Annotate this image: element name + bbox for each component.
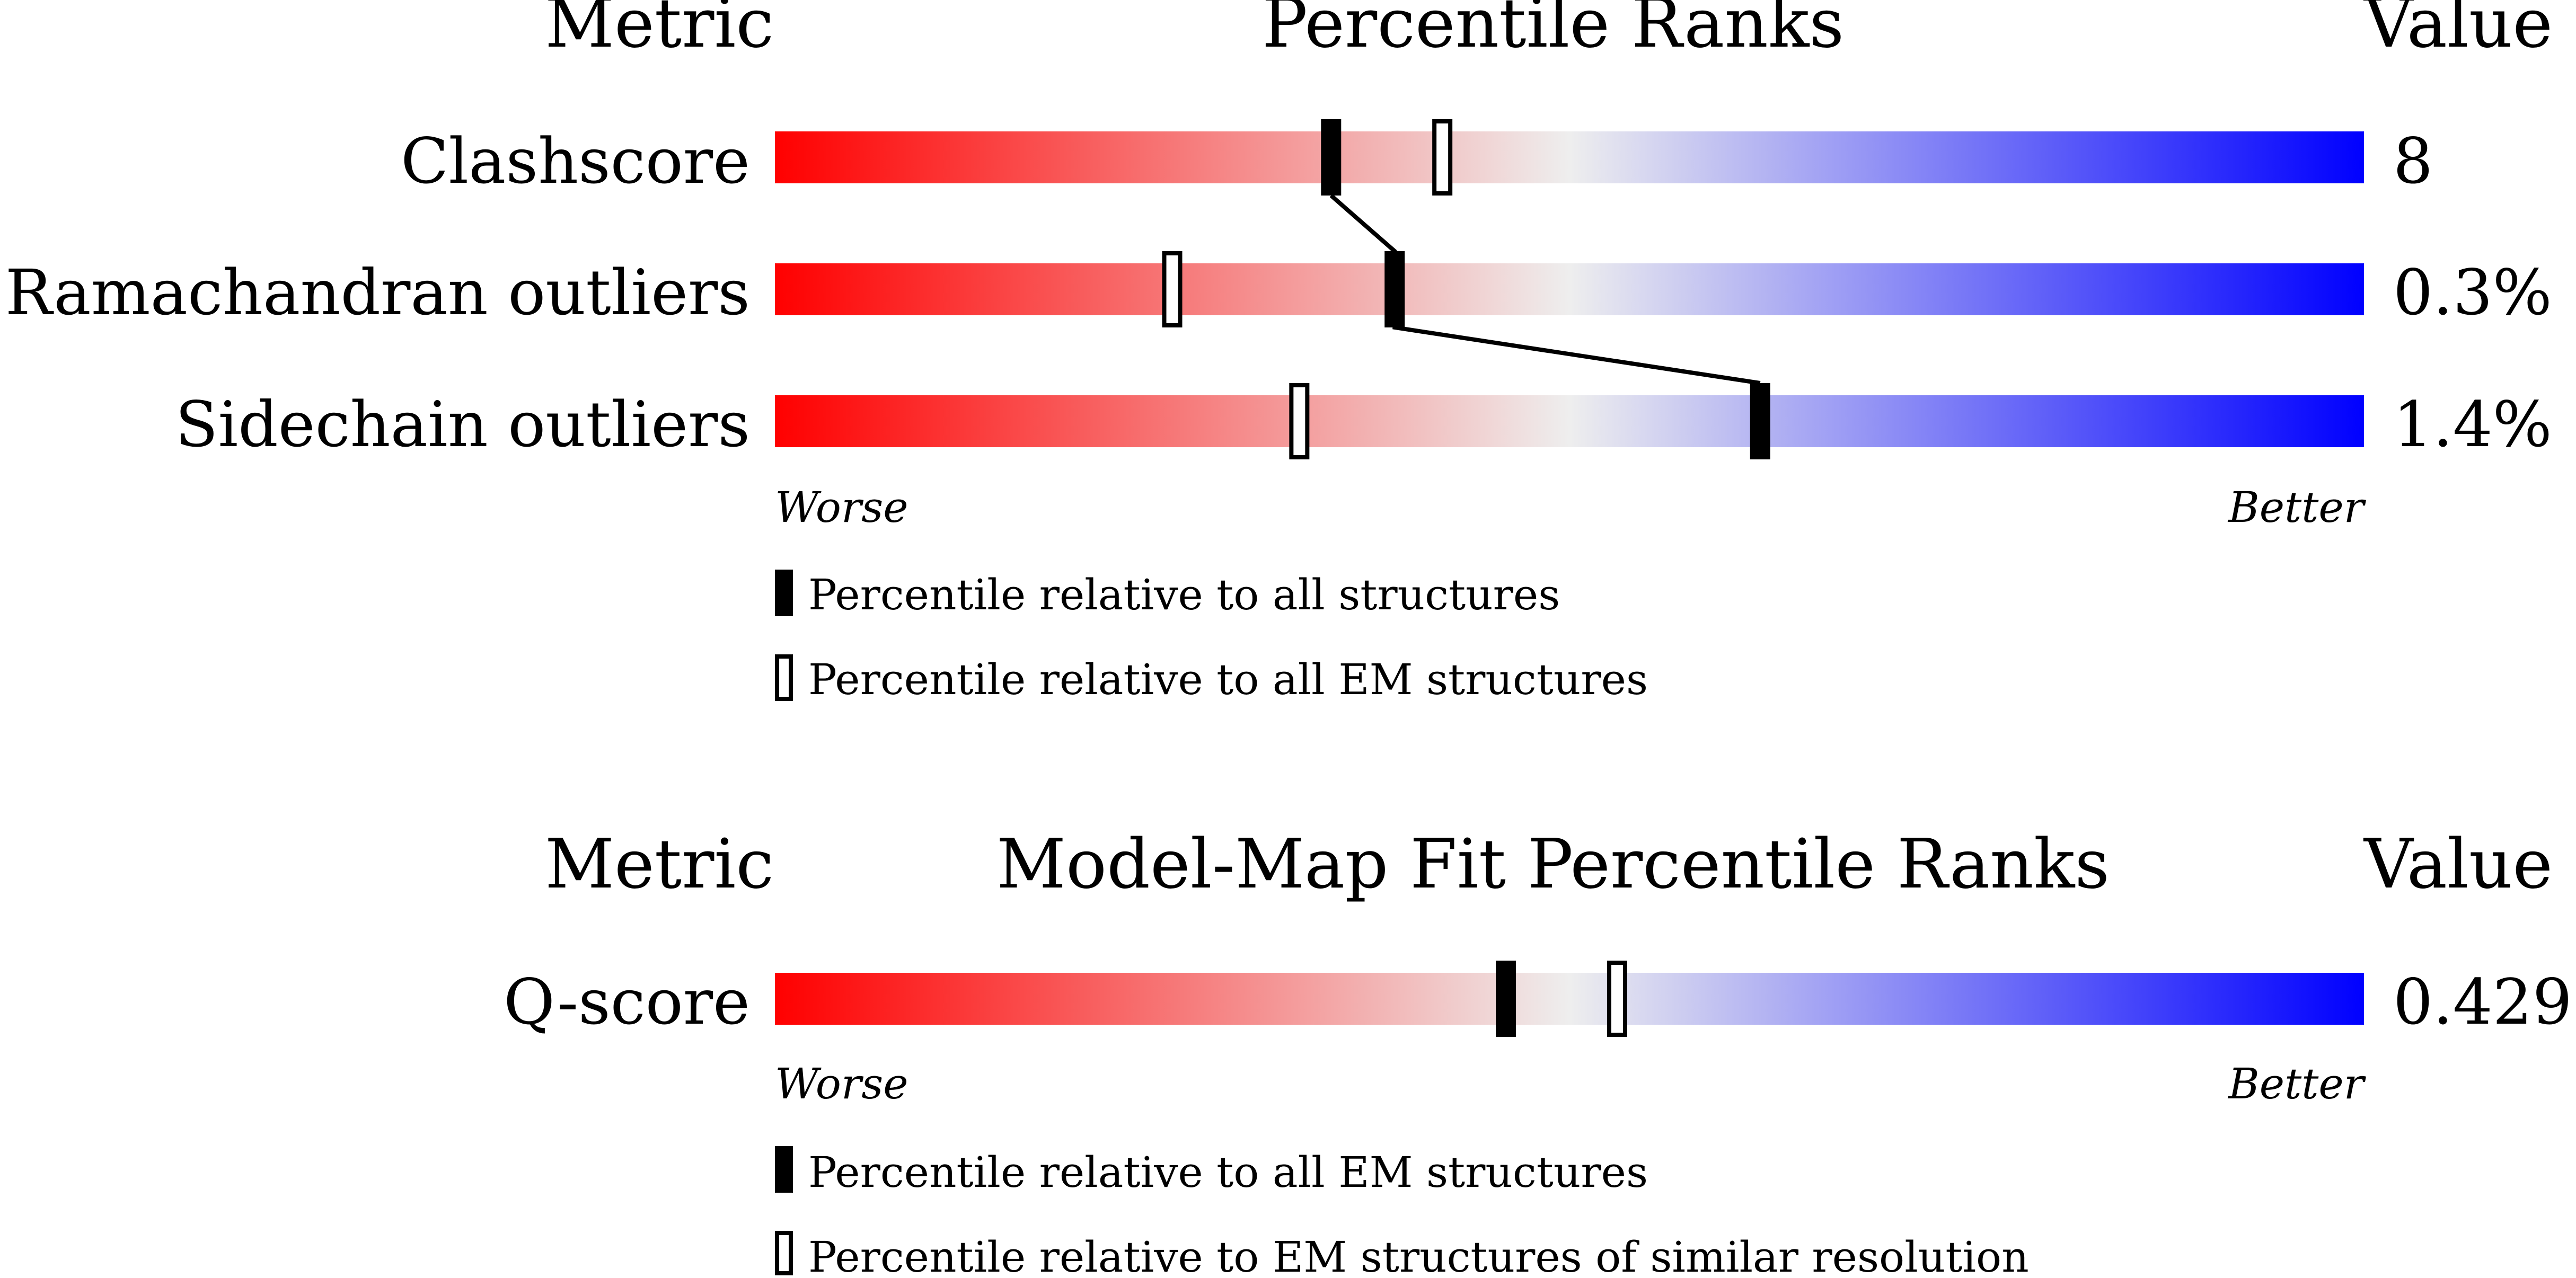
panel-model-map-fit: Metric Model-Map Fit Percentile Ranks Va… xyxy=(504,825,2572,1278)
metric-value: 0.429 xyxy=(2393,965,2572,1039)
better-label: Better xyxy=(2227,483,2367,532)
legend-label: Percentile relative to EM structures of … xyxy=(808,1232,2029,1278)
metric-row: Sidechain outliers 1.4% xyxy=(175,388,2552,461)
filled-percentile-marker xyxy=(1496,961,1516,1037)
legend: Percentile relative to all structures Pe… xyxy=(775,570,1648,704)
legend-label: Percentile relative to all structures xyxy=(808,570,1560,619)
worse-label: Worse xyxy=(775,483,908,532)
metric-label: Clashscore xyxy=(401,125,750,198)
worse-label: Worse xyxy=(775,1059,908,1108)
metric-value: 0.3% xyxy=(2393,256,2552,329)
metric-header: Metric xyxy=(545,0,774,63)
legend: Percentile relative to all EM structures… xyxy=(775,1146,2029,1278)
filled-percentile-marker xyxy=(1384,251,1405,327)
open-percentile-marker xyxy=(1607,961,1627,1037)
markers-layer xyxy=(1496,961,1627,1037)
metric-row: Q-score 0.429 xyxy=(504,965,2572,1039)
rank-bar xyxy=(775,395,2364,447)
open-percentile-marker xyxy=(1162,251,1183,327)
legend-label: Percentile relative to all EM structures xyxy=(808,655,1648,704)
better-label: Better xyxy=(2227,1059,2367,1108)
metric-row: Ramachandran outliers 0.3% xyxy=(5,256,2552,329)
metric-header: Metric xyxy=(545,825,774,904)
panel-title: Model-Map Fit Percentile Ranks xyxy=(996,825,2110,904)
legend-open-marker xyxy=(775,654,793,701)
open-percentile-marker xyxy=(1432,119,1453,196)
legend-filled-marker xyxy=(775,570,793,616)
filled-percentile-marker xyxy=(1321,119,1342,196)
open-percentile-marker xyxy=(1289,383,1310,459)
metric-label: Q-score xyxy=(504,965,750,1039)
metric-label: Ramachandran outliers xyxy=(5,256,750,329)
legend-open-marker xyxy=(775,1231,793,1275)
metric-label: Sidechain outliers xyxy=(175,388,750,461)
metric-row: Clashscore 8 xyxy=(401,125,2433,198)
value-header: Value xyxy=(2363,825,2553,904)
metric-value: 8 xyxy=(2393,125,2433,198)
value-header: Value xyxy=(2363,0,2553,63)
panel-title: Percentile Ranks xyxy=(1262,0,1844,63)
rank-bar xyxy=(775,973,2364,1025)
filled-percentile-marker xyxy=(1750,383,1770,459)
metric-value: 1.4% xyxy=(2393,388,2552,461)
legend-label: Percentile relative to all EM structures xyxy=(808,1148,1648,1197)
legend-filled-marker xyxy=(775,1146,793,1193)
markers-layer xyxy=(1162,119,1770,459)
rank-bar xyxy=(775,263,2364,315)
panel-percentile-ranks: Metric Percentile Ranks Value Clashscore… xyxy=(5,0,2553,704)
rank-bar xyxy=(775,131,2364,183)
